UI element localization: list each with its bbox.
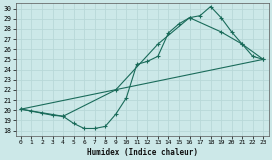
- X-axis label: Humidex (Indice chaleur): Humidex (Indice chaleur): [86, 148, 197, 156]
